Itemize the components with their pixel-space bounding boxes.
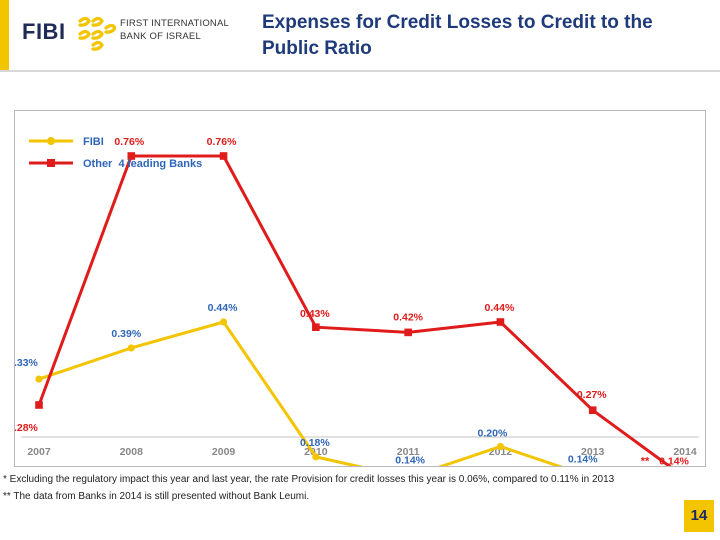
brand-color-bar	[0, 0, 9, 72]
page-title-line-2: Public Ratio	[262, 38, 372, 59]
fibi-data-label-2008: 0.39%	[111, 328, 141, 340]
x-tick-label-2011: 2011	[397, 446, 420, 458]
other-banks-point-2009	[219, 152, 228, 160]
legend-fibi-label: FIBI	[83, 136, 104, 148]
fibi-data-label-2007: 0.33%	[15, 357, 39, 369]
other-banks-data-label-2010: 0.43%	[300, 308, 330, 320]
other-banks-data-label-2014: 0.14%	[659, 456, 689, 466]
other-banks-data-label-2011: 0.42%	[393, 311, 423, 323]
other-banks-data-label-2013: 0.27%	[577, 389, 607, 401]
fibi-point-2012	[496, 442, 505, 451]
x-tick-label-2014: 2014	[673, 446, 697, 458]
header: FIBI FIRST INTERNATIONAL BANK OF ISRAEL …	[0, 0, 720, 72]
fibi-data-label-2010: 0.18%	[300, 437, 330, 449]
fibi-data-label-2009: 0.44%	[208, 302, 238, 314]
page-title-line-1: Expenses for Credit Losses to Credit to …	[262, 12, 653, 33]
other-banks-data-label-2008: 0.76%	[114, 136, 144, 148]
bank-name-line-1: FIRST INTERNATIONAL	[120, 18, 230, 29]
fibi-data-label-2012: 0.20%	[478, 428, 508, 440]
other-banks-data-label-2007: 0.28%	[15, 422, 39, 434]
other-banks-point-2010	[312, 323, 320, 331]
fibi-data-label-2011: 0.14%	[395, 455, 425, 466]
chart-container: 200720082009201020112012201320140.33%0.3…	[8, 110, 706, 497]
fibi-point-2007	[35, 375, 43, 383]
x-tick-label-2008: 2008	[120, 446, 144, 458]
header-divider	[0, 70, 720, 72]
fibi-point-2008	[127, 344, 135, 352]
fibi-point-2009	[219, 318, 228, 326]
other-banks-point-2013	[588, 406, 597, 414]
legend-other-banks-label: Other 4 leading Banks	[83, 158, 202, 170]
footnote-1: * Excluding the regulatory impact this y…	[3, 474, 615, 485]
x-tick-label-2007: 2007	[27, 446, 51, 458]
bank-logo-icon	[78, 16, 116, 51]
other-banks-series-line	[37, 154, 686, 479]
other-banks-data-label-2009: 0.76%	[207, 136, 237, 148]
fibi-point-2010	[312, 453, 320, 461]
other-banks-data-label-2012: 0.44%	[485, 302, 515, 314]
other-banks-point-2008	[127, 152, 136, 160]
x-tick-label-2013: 2013	[581, 446, 605, 458]
legend-fibi-marker	[47, 137, 55, 145]
page-number: 14	[684, 500, 714, 532]
other-banks-footnote-marker: **	[641, 456, 650, 466]
page-title: Expenses for Credit Losses to Credit to …	[262, 10, 702, 62]
other-banks-point-2011	[404, 328, 412, 337]
logo-text: FIBI	[22, 19, 66, 44]
fibi-data-label-2013: 0.14%	[568, 454, 598, 466]
other-banks-point-2012	[496, 318, 505, 326]
line-chart: 200720082009201020112012201320140.33%0.3…	[8, 136, 699, 497]
x-tick-label-2009: 2009	[212, 446, 236, 458]
legend-other-banks-marker	[47, 159, 55, 167]
footnote-2: ** The data from Banks in 2014 is still …	[3, 491, 310, 502]
other-banks-point-2007	[35, 401, 43, 409]
bank-name-line-2: BANK OF ISRAEL	[120, 31, 201, 42]
